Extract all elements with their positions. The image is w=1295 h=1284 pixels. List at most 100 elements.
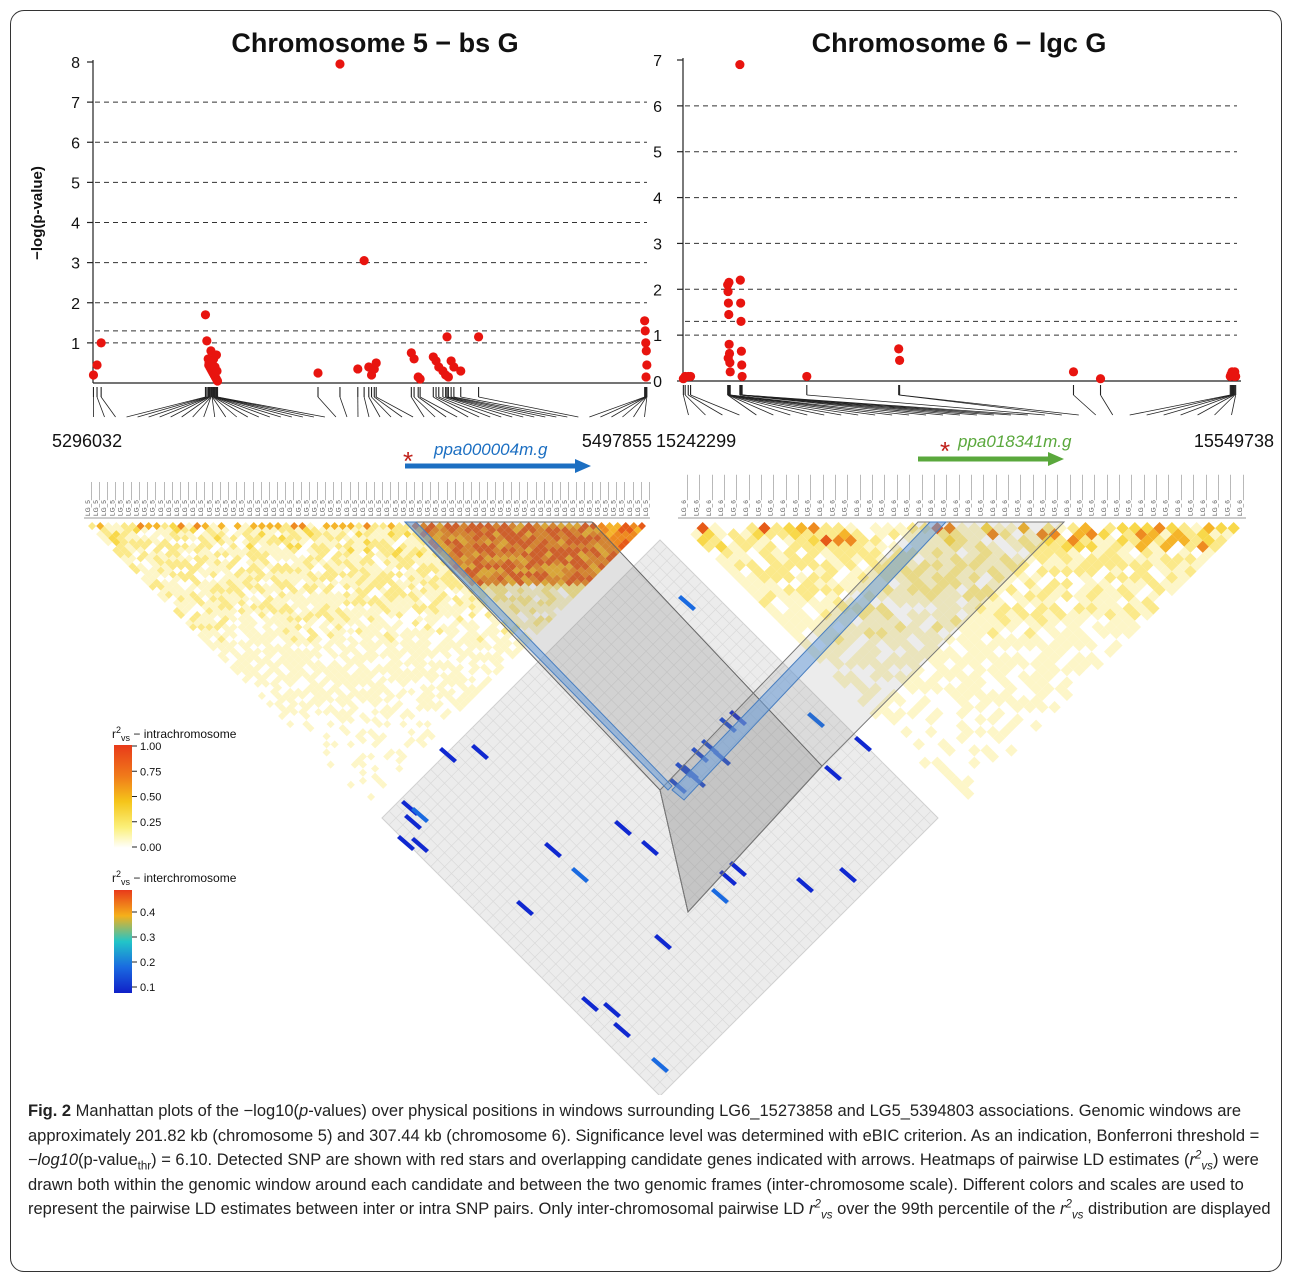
ld-cell	[826, 651, 839, 664]
snp-id-label: LG_6_______	[1002, 474, 1009, 516]
inter-legend-sub: vs	[121, 877, 131, 887]
inter-ld-mark	[854, 736, 872, 752]
ld-cell	[367, 623, 376, 632]
connector-line	[159, 396, 209, 418]
ld-cell	[1141, 522, 1154, 535]
ld-cell	[472, 655, 481, 664]
ld-cell	[733, 534, 746, 547]
snp-id-label: LG_5_____	[368, 482, 375, 516]
ld-cell	[395, 699, 404, 708]
ld-cell	[274, 619, 283, 628]
ld-cell	[168, 554, 177, 563]
snp-id-label: LG_5_____	[408, 482, 415, 516]
ld-cell	[869, 522, 882, 535]
ld-cell	[294, 542, 303, 551]
legend-tick-label: 0.50	[140, 792, 161, 804]
ld-cell	[931, 657, 944, 671]
ld-cell	[918, 694, 932, 708]
ld-cell	[371, 764, 380, 773]
ld-cell	[229, 534, 238, 543]
y-tick-label: 4	[71, 216, 80, 233]
connector-line	[435, 396, 480, 418]
ld-cell	[468, 675, 477, 684]
ld-cell	[1141, 559, 1154, 572]
ld-cell	[472, 598, 481, 607]
ld-cell	[217, 643, 226, 652]
intra-legend: r2vs − intrachromosome 1.000.750.500.250…	[112, 725, 237, 854]
ld-cell	[1116, 534, 1129, 547]
ld-cell	[820, 596, 833, 609]
ld-cell	[1029, 571, 1043, 584]
snp-id-label: LG_5_____	[481, 482, 488, 516]
ld-cell	[185, 586, 194, 595]
ld-cell	[318, 574, 327, 583]
snp-point	[473, 332, 484, 342]
snp-id-label: LG_6_______	[891, 474, 898, 516]
ld-cell	[367, 566, 376, 575]
ld-cell	[156, 566, 165, 575]
ld-cell	[992, 694, 1006, 708]
snp-id-label: LG_6_______	[965, 474, 972, 516]
snp-id-label: LG_6_______	[916, 474, 923, 516]
ld-cell	[459, 619, 469, 628]
ld-cell	[435, 530, 444, 539]
ld-cell	[937, 528, 950, 541]
ld-cell	[813, 614, 827, 627]
ld-cell	[274, 554, 283, 563]
ld-cell	[980, 620, 993, 634]
ld-cell	[459, 691, 469, 700]
ld-cell	[536, 526, 545, 535]
snp-id-label: LG_5_____	[449, 482, 456, 516]
y-axis-label: −log(p-value)	[29, 166, 46, 260]
ld-cell	[286, 534, 295, 543]
ld-cell	[1011, 701, 1024, 714]
ld-cell	[391, 590, 400, 599]
ld-cell	[391, 582, 400, 591]
ld-cell	[850, 626, 864, 640]
ld-cell	[869, 534, 882, 547]
ld-cell	[999, 651, 1012, 664]
ld-cell	[832, 583, 845, 597]
ld-cell	[1048, 626, 1061, 640]
ld-cell	[1054, 546, 1067, 560]
ld-cell	[727, 552, 740, 566]
ld-cell	[1048, 651, 1061, 664]
ld-cell	[261, 606, 270, 615]
ld-cell	[1060, 639, 1074, 652]
connector-line	[1163, 394, 1233, 416]
ld-cell	[1017, 633, 1030, 646]
ld-cell	[245, 566, 254, 575]
ld-cell	[1085, 528, 1098, 541]
snp-point	[724, 339, 734, 349]
ld-cell	[1104, 645, 1117, 658]
ld-cell	[358, 736, 367, 745]
ld-cell	[403, 707, 412, 717]
ld-cell	[326, 720, 335, 729]
ld-cell	[229, 623, 238, 632]
snp-point	[443, 372, 453, 382]
ld-cell	[1122, 577, 1135, 590]
ld-cell	[1005, 682, 1018, 695]
connector-line	[413, 396, 436, 418]
ld-cell	[290, 707, 299, 717]
connector-line	[417, 396, 447, 418]
ld-cell	[274, 578, 283, 587]
ld-cell	[435, 659, 444, 668]
connector-line	[727, 394, 757, 416]
connector-line	[217, 396, 325, 418]
ld-cell	[156, 550, 165, 559]
ld-cell	[1011, 602, 1024, 615]
ld-cell	[435, 602, 444, 611]
ld-cell	[739, 577, 753, 590]
snp-id-label: LG_5_____	[295, 482, 302, 516]
ld-cell	[918, 633, 932, 646]
ld-cell	[813, 602, 827, 615]
ld-cell	[1023, 552, 1037, 566]
ld-cell	[561, 574, 570, 583]
snp-point	[335, 59, 345, 69]
ld-cell	[863, 688, 876, 702]
ld-cell	[435, 643, 444, 652]
intra-legend-title: − intrachromosome	[130, 727, 237, 741]
ld-cell	[152, 546, 161, 555]
ld-cell	[1017, 596, 1030, 609]
